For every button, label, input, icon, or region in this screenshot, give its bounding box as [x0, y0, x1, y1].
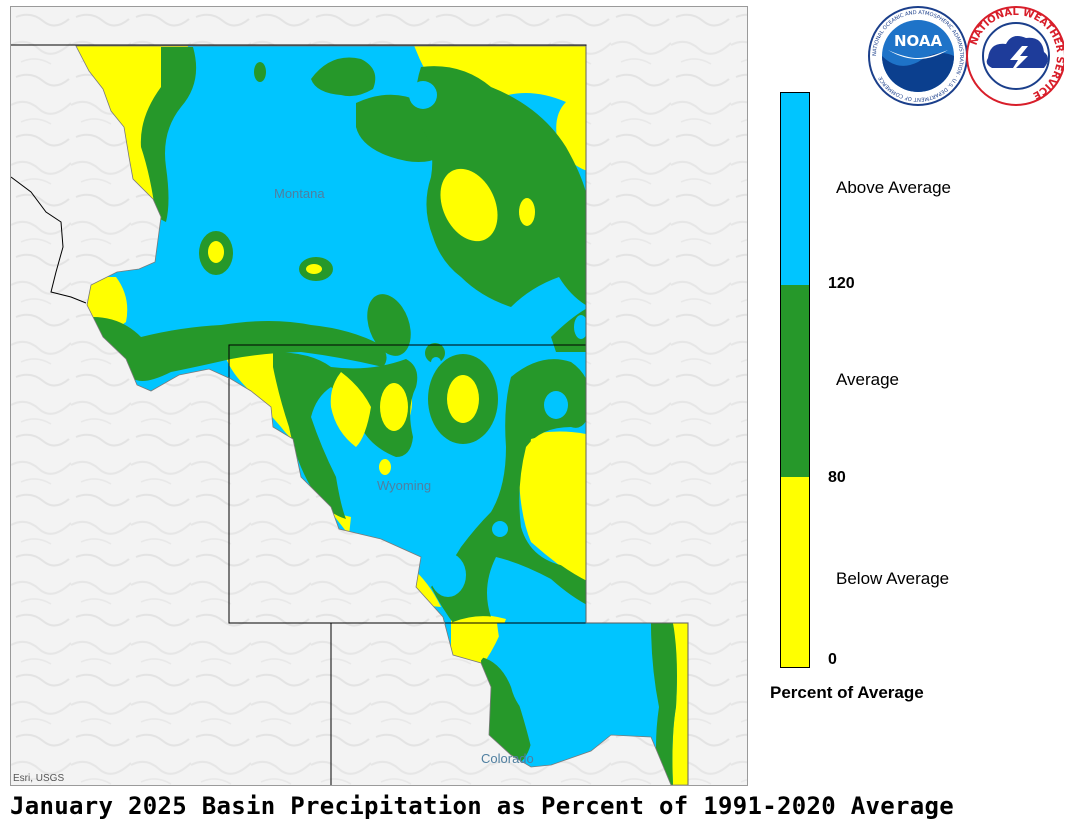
state-label-montana: Montana — [274, 186, 325, 201]
legend-break-80: 80 — [828, 469, 846, 486]
state-label-wyoming: Wyoming — [377, 478, 432, 493]
legend-label-above: Above Average — [836, 178, 951, 197]
map-title: January 2025 Basin Precipitation as Perc… — [10, 792, 954, 820]
noaa-logo: NOAA NATIONAL OCEANIC AND ATMOSPHERIC AD… — [868, 6, 968, 106]
state-label-colorado: Colorado — [481, 751, 534, 766]
nws-logo: NATIONAL WEATHER SERVICE — [966, 6, 1066, 106]
map[interactable]: Montana Wyoming Colorado Esri, USGS — [10, 6, 748, 786]
legend-swatch-above — [781, 93, 809, 285]
legend-swatch-average — [781, 285, 809, 477]
agency-logos: NOAA NATIONAL OCEANIC AND ATMOSPHERIC AD… — [868, 6, 1066, 106]
map-canvas — [11, 7, 747, 785]
noaa-logo-text: NOAA — [894, 32, 943, 50]
legend-color-bar — [780, 92, 810, 668]
legend-label-average: Average — [836, 370, 900, 389]
map-attribution: Esri, USGS — [13, 773, 65, 784]
legend-break-120: 120 — [828, 275, 855, 292]
basin-outline — [75, 45, 689, 785]
legend-swatch-below — [781, 477, 809, 667]
legend-break-0: 0 — [828, 651, 837, 668]
legend-label-below: Below Average — [836, 569, 950, 588]
legend-title: Percent of Average — [770, 683, 924, 702]
